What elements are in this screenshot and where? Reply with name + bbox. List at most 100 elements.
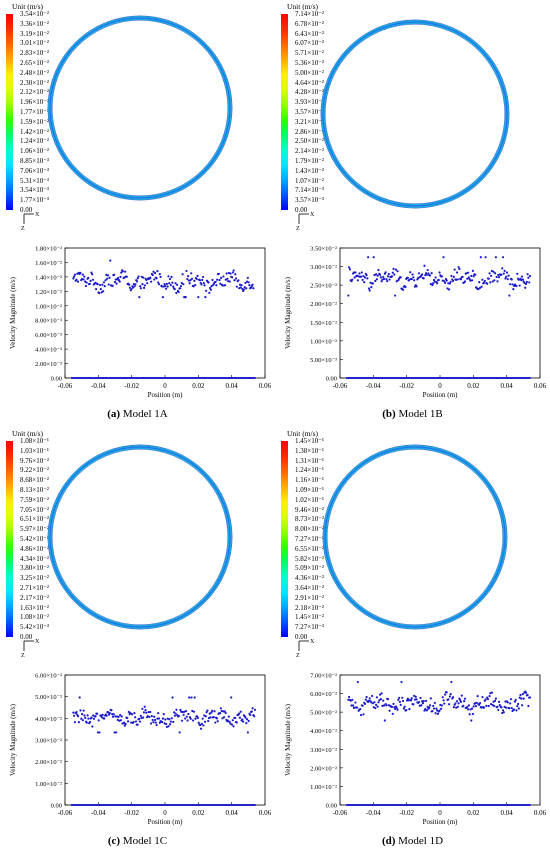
data-point — [363, 702, 367, 706]
data-point — [161, 717, 165, 720]
data-point — [102, 281, 106, 284]
legend-tick-label: 4.86×10⁻² — [20, 544, 49, 553]
ring-inner — [49, 17, 231, 199]
legend-tick-label: 3.80×10⁻² — [20, 564, 49, 573]
data-point — [164, 284, 167, 287]
data-point — [142, 286, 146, 289]
legend-tick-label: 1.38×10⁻¹ — [295, 446, 324, 455]
data-point — [401, 699, 405, 703]
data-point — [229, 272, 232, 275]
legend-tick-label: 5.42×10⁻³ — [20, 623, 49, 632]
data-point — [520, 697, 523, 700]
plot-frame — [339, 247, 541, 379]
data-point — [196, 274, 199, 277]
data-point — [474, 273, 477, 276]
data-point — [83, 714, 86, 717]
data-point — [245, 287, 248, 290]
data-point — [243, 286, 246, 289]
data-point — [385, 704, 388, 707]
legend-tick-label: 5.00×10⁻² — [295, 68, 324, 77]
data-point — [449, 280, 452, 283]
data-point — [246, 731, 249, 734]
data-point — [440, 704, 444, 707]
data-point — [81, 273, 84, 276]
data-point — [417, 276, 420, 280]
data-point — [237, 279, 240, 282]
ring-outer — [48, 445, 232, 629]
data-point — [372, 256, 375, 259]
data-point — [73, 275, 76, 278]
ring-inner — [322, 21, 508, 207]
data-point — [472, 705, 475, 708]
data-point — [91, 273, 94, 276]
data-point — [508, 294, 511, 297]
data-point — [361, 704, 364, 707]
data-point — [128, 283, 131, 286]
x-tick-label: -0.02 — [124, 809, 139, 817]
legend-tick-label: 2.86×10⁻² — [295, 127, 324, 136]
data-point — [220, 276, 223, 279]
data-point — [423, 264, 426, 267]
data-point — [520, 275, 524, 278]
data-point — [151, 273, 154, 277]
data-point — [417, 700, 421, 704]
data-point — [179, 287, 182, 290]
data-point — [432, 704, 435, 708]
legend-tick-label: 1.02×10⁻¹ — [295, 495, 324, 504]
data-point — [111, 713, 114, 716]
data-point — [457, 266, 460, 269]
data-point — [482, 706, 486, 709]
legend-tick-label: 6.51×10⁻² — [20, 515, 49, 524]
legend-tick-label: 0.00 — [295, 206, 308, 214]
data-point — [133, 711, 136, 715]
data-point — [493, 699, 497, 703]
legend-unit-label: Unit (m/s) — [12, 2, 44, 11]
data-point — [219, 707, 222, 710]
data-point — [99, 288, 102, 291]
data-point — [91, 278, 95, 281]
data-point — [524, 286, 527, 289]
legend-tick-label: 0.00 — [20, 633, 33, 641]
data-point — [161, 720, 164, 724]
data-point — [394, 294, 397, 297]
data-point — [454, 702, 457, 705]
data-point — [94, 715, 97, 718]
data-point — [82, 709, 85, 712]
data-point — [204, 715, 207, 718]
data-point — [480, 285, 483, 288]
data-point — [356, 680, 359, 684]
data-point — [177, 290, 180, 294]
data-point — [486, 282, 489, 285]
data-point — [401, 696, 404, 699]
data-point — [396, 708, 399, 711]
data-point — [517, 707, 520, 710]
data-point — [228, 720, 231, 723]
data-point — [179, 708, 182, 712]
data-point — [413, 279, 416, 282]
axis-x-glyph: X — [310, 639, 315, 645]
data-point — [404, 285, 407, 289]
data-point — [111, 715, 115, 718]
data-point — [222, 275, 225, 278]
legend-unit-label: Unit (m/s) — [287, 429, 319, 438]
data-point — [215, 717, 219, 720]
data-point — [192, 285, 195, 288]
data-point — [186, 719, 189, 722]
data-point — [466, 277, 469, 280]
data-point — [196, 716, 199, 719]
data-point — [152, 721, 155, 724]
data-point — [351, 278, 354, 281]
data-point — [197, 296, 200, 299]
data-point — [489, 281, 492, 284]
data-point — [90, 716, 93, 719]
data-point — [113, 731, 116, 734]
data-point — [391, 712, 394, 715]
data-point — [175, 283, 179, 286]
y-tick-label: 4.00×10⁻² — [35, 716, 62, 723]
coordinate-axes-icon: XZ — [21, 639, 40, 659]
data-point — [153, 718, 157, 722]
data-point — [455, 700, 459, 703]
data-point — [76, 715, 80, 718]
data-point — [242, 288, 246, 291]
data-point — [466, 705, 469, 708]
